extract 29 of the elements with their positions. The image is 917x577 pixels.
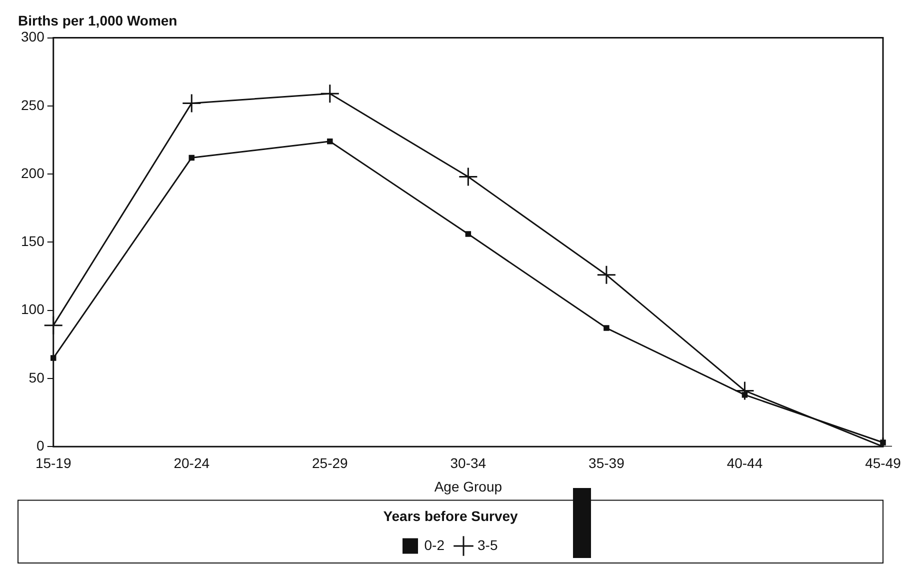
point: [734, 380, 754, 400]
point: [742, 392, 748, 398]
x-axis-title: Age Group: [434, 478, 502, 495]
legend-label: 0-2: [424, 536, 445, 553]
y-tick-label: 200: [21, 164, 45, 181]
point: [465, 231, 472, 237]
point: [182, 93, 202, 113]
x-tick-label: 30-34: [450, 454, 486, 471]
y-tick-label: 150: [21, 233, 45, 250]
y-tick-label: 0: [36, 437, 45, 454]
x-tick-label: 35-39: [588, 454, 625, 471]
y-tick-label: 100: [21, 301, 45, 318]
x-tick-label: 25-29: [312, 454, 348, 471]
x-tick-label: 40-44: [726, 454, 763, 471]
point: [188, 154, 195, 161]
point: [458, 167, 478, 187]
y-tick-label: 250: [21, 96, 45, 113]
x-tick-label: 15-19: [35, 454, 72, 471]
point: [320, 84, 340, 104]
point: [604, 325, 610, 331]
x-tick-label: 20-24: [174, 454, 210, 471]
point: [596, 265, 616, 285]
legend-label: 3-5: [478, 536, 498, 553]
y-axis-title: Births per 1,000 Women: [18, 12, 178, 28]
point: [327, 138, 333, 144]
y-tick-label: 50: [28, 369, 45, 386]
legend-title: Years before Survey: [383, 508, 518, 524]
y-tick-label: 300: [21, 28, 45, 45]
x-tick-label: 45-49: [865, 454, 902, 471]
